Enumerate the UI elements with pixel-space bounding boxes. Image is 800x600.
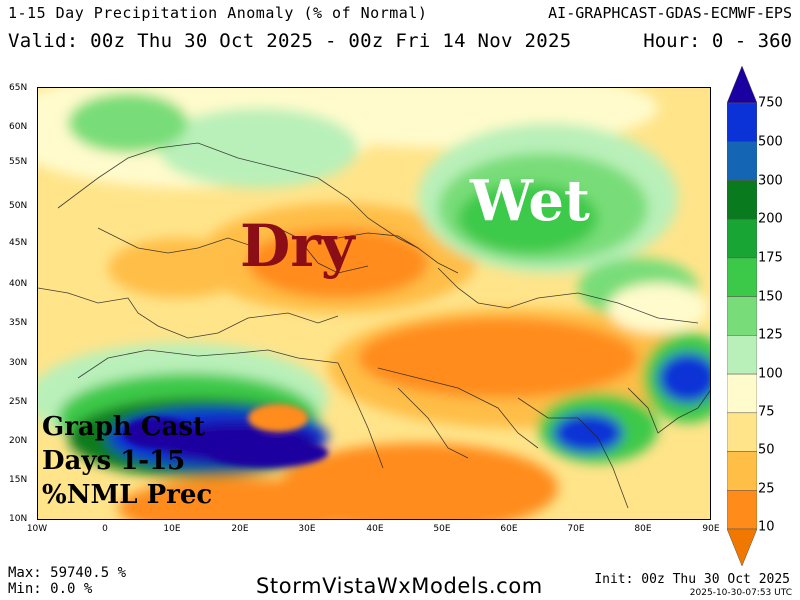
colorbar-label: 750 — [758, 95, 783, 111]
lat-label: 10N — [9, 514, 28, 524]
lat-label: 35N — [9, 318, 28, 328]
colorbar-label: 175 — [758, 250, 783, 266]
lat-label: 20N — [9, 436, 28, 446]
colorbar-label: 200 — [758, 211, 783, 227]
colorbar-segment — [727, 257, 757, 297]
caption-line: Days 1-15 — [42, 446, 186, 476]
lon-label: 40E — [366, 524, 384, 534]
lon-label: 0 — [102, 524, 108, 534]
caption-line: Graph Cast — [42, 412, 206, 442]
anomaly-map — [37, 87, 711, 520]
lat-label: 15N — [9, 475, 28, 485]
lat-label: 40N — [9, 279, 28, 289]
site-name: StormVistaWxModels.com — [256, 574, 543, 598]
map-canvas — [38, 88, 710, 519]
colorbar-label: 25 — [758, 481, 775, 497]
chart-title: 1-15 Day Precipitation Anomaly (% of Nor… — [8, 4, 428, 22]
colorbar-segment — [727, 180, 757, 220]
colorbar-label: 10 — [758, 519, 775, 535]
max-value: Max: 59740.5 % — [8, 565, 127, 581]
colorbar-label: 75 — [758, 404, 775, 420]
lon-label: 60E — [500, 524, 518, 534]
render-timestamp: 2025-10-30-07:53 UTC — [689, 588, 792, 598]
lon-label: 90E — [702, 524, 720, 534]
min-value: Min: 0.0 % — [8, 581, 93, 597]
caption-line: %NML Prec — [42, 480, 213, 510]
colorbar-label: 300 — [758, 173, 783, 189]
colorbar-segment — [727, 412, 757, 452]
lat-label: 55N — [9, 157, 28, 167]
lat-label: 30N — [9, 358, 28, 368]
lat-label: 65N — [9, 83, 28, 93]
lat-label: 25N — [9, 397, 28, 407]
lon-label: 10W — [26, 524, 48, 534]
lon-label: 20E — [231, 524, 249, 534]
colorbar-segment — [727, 218, 757, 259]
init-time: Init: 00z Thu 30 Oct 2025 — [594, 572, 790, 587]
colorbar-label: 50 — [758, 442, 775, 458]
lon-label: 80E — [634, 524, 652, 534]
colorbar-label: 100 — [758, 366, 783, 382]
colorbar-segment — [727, 373, 757, 414]
forecast-hours: Hour: 0 - 360 — [643, 30, 792, 52]
map-caption: Graph Cast Days 1-15 %NML Prec — [42, 410, 212, 512]
lon-label: 50E — [433, 524, 451, 534]
colorbar-segment — [727, 102, 757, 142]
model-name: AI-GRAPHCAST-GDAS-ECMWF-EPS — [548, 4, 792, 22]
lat-label: 45N — [9, 238, 28, 248]
colorbar — [727, 66, 757, 566]
lon-label: 10E — [163, 524, 181, 534]
colorbar-label: 125 — [758, 327, 783, 343]
dry-annotation: Dry — [240, 212, 355, 280]
colorbar-segment — [727, 66, 757, 104]
colorbar-label: 150 — [758, 289, 783, 305]
lat-label: 50N — [9, 201, 28, 211]
colorbar-segment — [727, 335, 757, 375]
lon-label: 30E — [298, 524, 316, 534]
lat-label: 60N — [9, 122, 28, 132]
colorbar-segment — [727, 528, 757, 566]
valid-period: Valid: 00z Thu 30 Oct 2025 - 00z Fri 14 … — [8, 30, 572, 52]
colorbar-segment — [727, 141, 757, 181]
anomaly-detail — [123, 404, 328, 467]
colorbar-segment — [727, 296, 757, 336]
field-stats: Max: 59740.5 % Min: 0.0 % — [8, 565, 126, 597]
colorbar-label: 500 — [758, 134, 783, 150]
coastlines — [38, 142, 710, 509]
lon-label: 70E — [567, 524, 585, 534]
colorbar-segment — [727, 490, 757, 530]
wet-annotation: Wet — [470, 168, 590, 234]
anomaly-field — [38, 88, 710, 519]
colorbar-segment — [727, 451, 757, 491]
